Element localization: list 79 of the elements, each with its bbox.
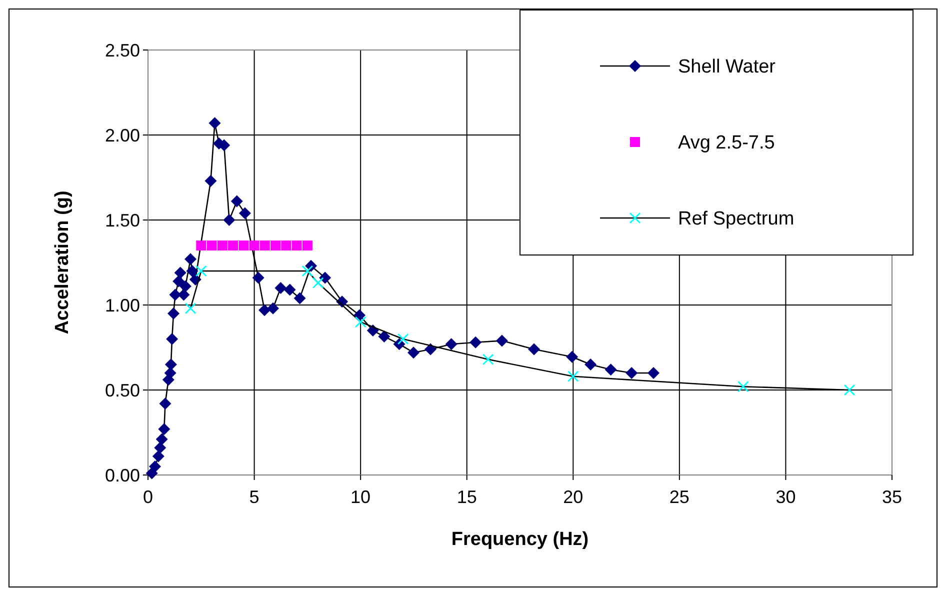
point [844,384,856,396]
point [249,240,260,250]
point [228,240,238,250]
x-axis-title: Frequency (Hz) [451,529,589,550]
point [206,240,217,250]
point [179,280,192,292]
legend-label: Shell Water [678,56,776,78]
point [566,350,578,363]
x-tick-label: 10 [350,487,371,507]
point [528,343,540,356]
x-tick-label: 15 [456,487,477,507]
point [284,284,296,296]
point [252,272,264,284]
point [302,240,312,250]
y-tick-label: 0.00 [104,465,140,486]
point [408,346,420,359]
x-tick-label: 0 [142,487,154,507]
point [159,398,172,410]
point [470,336,482,348]
point [270,240,281,250]
point [274,282,287,294]
x-tick-label: 25 [669,487,690,507]
point [217,240,228,250]
point [584,358,597,370]
point [204,174,217,187]
point [154,442,166,454]
point [174,266,186,279]
x-tick-label: 35 [882,487,902,507]
point [737,380,749,392]
point [149,460,162,472]
point [164,358,177,370]
point [626,367,638,379]
y-tick-label: 0.50 [104,380,140,400]
point [166,333,178,345]
point [238,207,251,220]
point [258,304,270,316]
point [393,338,406,350]
point [378,330,390,342]
y-axis-title: Acceleration (g) [52,190,73,334]
legend-label: Ref Spectrum [678,208,794,230]
point [266,302,279,314]
point [302,265,314,277]
point [292,240,302,250]
point [567,370,579,382]
point [397,333,409,345]
point [164,367,176,379]
x-tick-label: 30 [776,487,796,507]
point [208,117,221,130]
point [319,272,332,284]
point [496,334,508,347]
point [184,253,197,266]
point [281,240,292,250]
point [195,265,207,277]
point [223,214,236,226]
point [196,240,206,250]
point [604,364,617,376]
y-tick-label: 1.50 [104,210,140,230]
y-tick-label: 1.00 [104,295,140,316]
point [230,195,243,208]
point [445,338,458,350]
point [156,433,168,446]
x-tick-label: 5 [249,487,260,507]
y-tick-label: 2.50 [104,40,140,60]
point [260,240,270,250]
point [152,450,164,462]
point [647,367,660,379]
point [238,240,249,250]
point [184,302,196,314]
point [168,308,180,320]
legend-label: Avg 2.5-7.5 [678,132,775,154]
point [482,354,494,366]
x-tick-label: 20 [563,487,584,507]
y-tick-label: 2.00 [104,125,140,146]
point [312,277,324,289]
point [294,292,306,304]
point [158,423,170,436]
point [186,265,198,277]
point [354,316,366,328]
point [172,275,185,288]
